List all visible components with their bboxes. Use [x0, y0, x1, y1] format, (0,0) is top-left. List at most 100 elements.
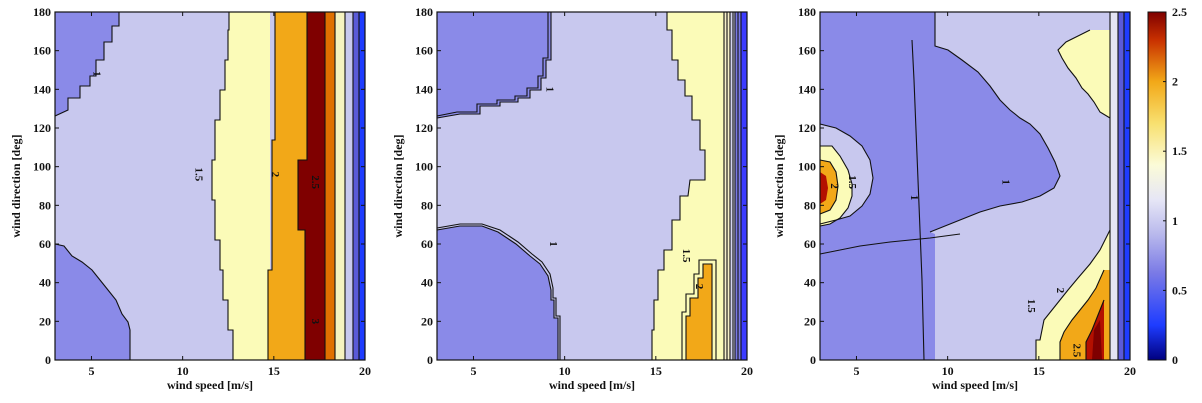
x-tick-label: 10	[559, 364, 571, 378]
panel-3-contour-1-inner	[819, 123, 874, 225]
x-tick-label: 10	[942, 364, 954, 378]
panel-3-contour-bottom-1.5	[1035, 229, 1111, 360]
contour-label: 2	[828, 183, 840, 189]
panel-3-x-ticks: 5 10 15 20	[853, 12, 1136, 378]
y-tick-label: 180	[415, 5, 433, 19]
panel-2-plot	[436, 11, 748, 361]
panel-3-stripe-3	[1124, 12, 1130, 360]
contour-label: 1.5	[846, 175, 858, 189]
panel-2-band-2	[686, 264, 712, 360]
colorbar-tick-label: 1	[1172, 214, 1178, 228]
contour-label: 2.5	[309, 175, 321, 189]
colorbar-gradient	[1147, 11, 1167, 361]
contour-label: 1.5	[680, 249, 692, 263]
y-tick-label: 40	[804, 276, 816, 290]
panel-1-contour-1-top	[54, 12, 120, 117]
colorbar-ticks: 0 0.5 1 1.5 2 2.5	[1163, 5, 1187, 367]
panel-2-contour-1-bottom	[436, 225, 559, 360]
contour-label: 1.5	[192, 168, 204, 182]
panel-2-contour-2	[685, 263, 713, 360]
x-tick-label: 5	[853, 364, 859, 378]
panel-3-low-region-bottom	[820, 232, 935, 360]
panel-3-contour-bottom-2.5	[1085, 299, 1105, 360]
y-tick-label: 120	[33, 121, 51, 135]
panel-2-contour-1-top	[436, 12, 552, 119]
y-tick-label: 60	[804, 237, 816, 251]
panel-1-contour-2.5	[297, 12, 308, 360]
panel-2-contour-1.5	[651, 12, 706, 360]
panel-2-frame	[436, 11, 748, 361]
panel-1-stripe-4	[353, 12, 359, 360]
x-tick-label: 20	[359, 364, 371, 378]
panel-3-plot	[819, 11, 1131, 361]
x-tick-label: 5	[88, 364, 94, 378]
panel-1-x-ticks: 5 10 15 20	[88, 12, 371, 378]
x-tick-label: 10	[177, 364, 189, 378]
panel-3-band-top-right	[1058, 30, 1110, 118]
contour-label: 1	[999, 179, 1011, 185]
panel-1-band-2.5	[298, 12, 325, 360]
y-tick-label: 160	[415, 44, 433, 58]
y-tick-label: 40	[421, 276, 433, 290]
panel-2-y-axis-label: wind direction [deg]	[391, 134, 405, 237]
panel-3-stripe-2	[1118, 12, 1124, 360]
y-tick-label: 80	[421, 198, 433, 212]
x-tick-label: 15	[268, 364, 280, 378]
x-tick-label: 20	[741, 364, 753, 378]
panel-3-frame	[819, 11, 1131, 361]
panel-1-band-2	[268, 12, 308, 360]
panel-2-contour-labels: 111.52	[543, 87, 705, 290]
panel-1-stripe-1	[325, 12, 335, 360]
panel-1-contour-2	[267, 12, 276, 360]
y-tick-label: 0	[427, 353, 433, 367]
y-tick-label: 160	[33, 44, 51, 58]
panel-1-x-axis-label: wind speed [m/s]	[167, 378, 253, 392]
panel-2-x-axis-label: wind speed [m/s]	[549, 378, 635, 392]
panel-2-low-region-top	[437, 12, 551, 118]
panel-2-contour-1-top-b	[436, 12, 549, 117]
y-tick-label: 80	[804, 198, 816, 212]
panel-3-low-region-top	[820, 12, 1060, 254]
contour-label: 2	[1054, 288, 1066, 294]
y-tick-label: 0	[45, 353, 51, 367]
panel-3-stripe-1	[1110, 12, 1118, 360]
y-tick-label: 140	[798, 82, 816, 96]
panel-3-contour-1-vertical	[911, 39, 925, 361]
panel-3-contour-top-right	[1057, 29, 1111, 119]
y-tick-label: 100	[798, 160, 816, 174]
panel-3-y-ticks: 0 20 40 60 80 100 120 140 160 180	[798, 5, 1130, 367]
x-tick-label: 15	[650, 364, 662, 378]
y-tick-label: 40	[39, 276, 51, 290]
panel-2-contour-1-bottom-b	[436, 223, 561, 360]
colorbar-tick-label: 1.5	[1172, 144, 1187, 158]
contour-label: 1	[547, 241, 559, 247]
panel-3-contour-left-2	[819, 159, 839, 215]
panel-2-low-region-bottom	[437, 226, 558, 360]
panel-1-stripe-5	[359, 12, 365, 360]
colorbar: 0 0.5 1 1.5 2 2.5	[1147, 5, 1187, 367]
panel-3-band-3	[1092, 320, 1102, 360]
panel-1-y-ticks: 0 20 40 60 80 100 120 140 160 180	[33, 5, 365, 367]
y-tick-label: 100	[33, 160, 51, 174]
panel-1-plot	[54, 11, 366, 361]
colorbar-tick-label: 0.5	[1172, 283, 1187, 297]
panel-1-stripe-2	[335, 12, 345, 360]
contour-label: 3	[309, 319, 321, 325]
panel-1-contour-1-bottom	[54, 243, 131, 360]
panel-3: 5 10 15 20 0 20 40 60 80 100 120 140 160 180 2 1.5 1 1 1…	[772, 5, 1136, 392]
panel-1-low-region-bottom	[55, 244, 130, 360]
panel-1-contour-labels: 1 1.5 2 2.5 3	[90, 71, 321, 324]
x-tick-label: 5	[470, 364, 476, 378]
contour-label: 2.5	[1070, 343, 1082, 357]
y-tick-label: 140	[415, 82, 433, 96]
y-tick-label: 60	[421, 237, 433, 251]
panel-3-hotspot-left-core	[820, 172, 828, 204]
panel-1-contour-1.5	[211, 12, 234, 360]
contour-label: 1.5	[1025, 299, 1037, 313]
colorbar-tick-label: 2	[1172, 75, 1178, 89]
contour-label: 1	[543, 87, 555, 93]
colorbar-tick-label: 0	[1172, 353, 1178, 367]
y-tick-label: 120	[798, 121, 816, 135]
